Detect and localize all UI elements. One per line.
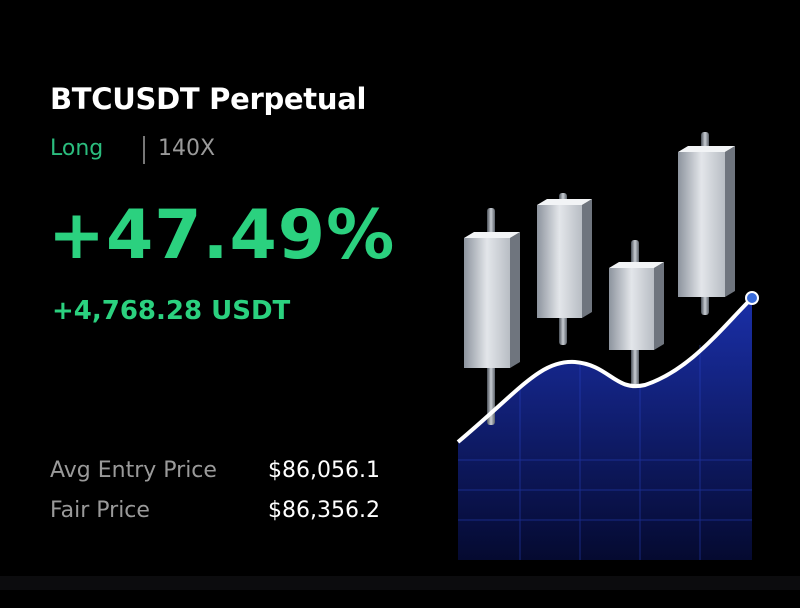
trend-line — [456, 296, 754, 444]
leverage: 140X — [158, 136, 216, 161]
detail-label: Fair Price — [50, 498, 150, 523]
detail-label: Avg Entry Price — [50, 458, 217, 483]
candles — [464, 132, 735, 425]
area — [458, 298, 752, 560]
pnl-percent: +47.49% — [48, 196, 396, 275]
separator — [143, 136, 145, 164]
side: Long — [50, 136, 104, 161]
title: BTCUSDT Perpetual — [50, 82, 367, 116]
bottom-band — [0, 576, 800, 590]
detail-value: $86,056.1 — [268, 458, 380, 483]
detail-value: $86,356.2 — [268, 498, 380, 523]
pnl-amount: +4,768.28 USDT — [52, 296, 291, 326]
trend-dot — [745, 291, 759, 305]
area-grid — [458, 345, 752, 560]
